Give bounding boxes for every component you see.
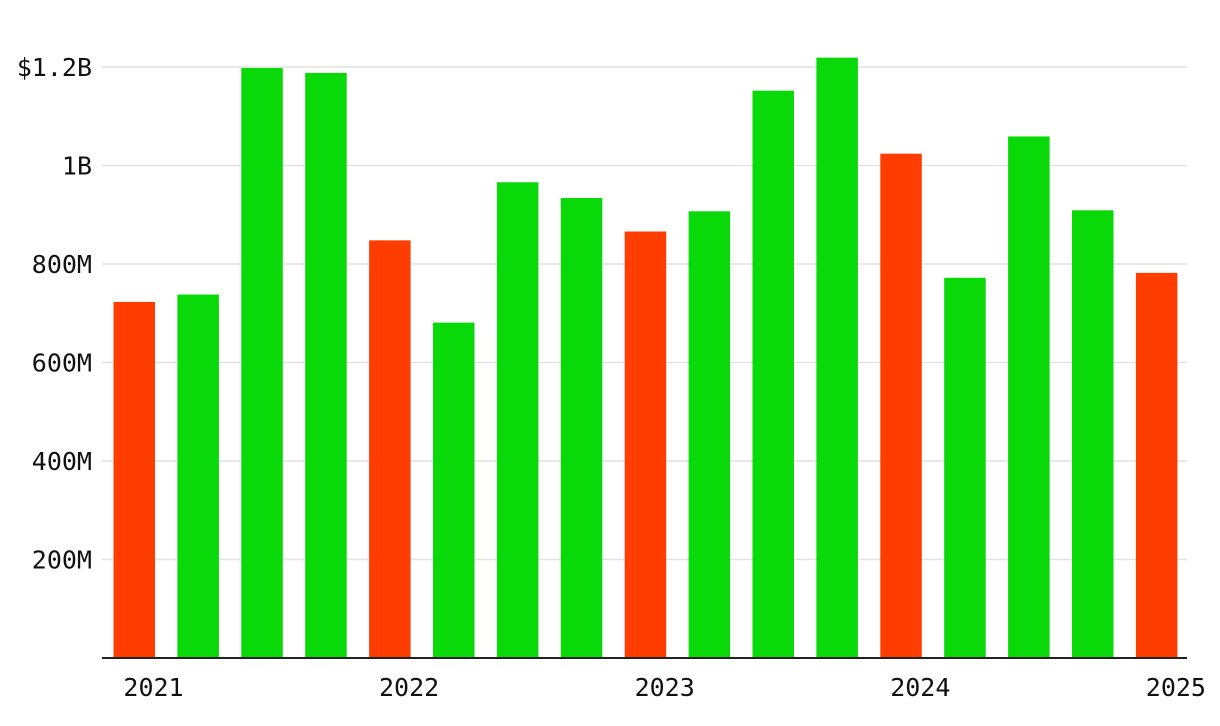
y-tick-label: 400M bbox=[32, 447, 92, 476]
x-tick-label: 2024 bbox=[890, 673, 950, 702]
bar-down bbox=[369, 240, 411, 659]
axes: 200M 400M 600M 800M 1B $1.2B 2021 2022 2023 2024 2… bbox=[17, 53, 1206, 702]
bar-up bbox=[816, 57, 858, 658]
bar-up bbox=[433, 322, 475, 658]
y-tick-label: 1B bbox=[62, 152, 92, 181]
bar-up bbox=[241, 67, 283, 659]
bar-up bbox=[752, 90, 794, 658]
x-tick-label: 2022 bbox=[379, 673, 439, 702]
bars bbox=[113, 57, 1178, 659]
bar-down bbox=[624, 231, 667, 658]
y-tick-label: 200M bbox=[32, 546, 92, 575]
bar-up bbox=[560, 198, 603, 658]
y-tick-label: 800M bbox=[32, 250, 92, 279]
bar-down bbox=[880, 153, 922, 658]
x-tick-label: 2025 bbox=[1146, 673, 1206, 702]
y-tick-label: $1.2B bbox=[17, 53, 92, 82]
bar-down bbox=[1135, 272, 1178, 658]
bar-up bbox=[1008, 136, 1050, 658]
bar-up bbox=[1072, 210, 1114, 658]
bar-up bbox=[177, 294, 219, 658]
x-tick-label: 2023 bbox=[635, 673, 695, 702]
y-tick-label: 600M bbox=[32, 349, 92, 378]
x-tick-label: 2021 bbox=[123, 673, 183, 702]
bar-up bbox=[305, 72, 347, 658]
bar-up bbox=[688, 211, 731, 659]
bar-up bbox=[496, 182, 539, 658]
bar-down bbox=[113, 301, 155, 658]
bar-up bbox=[944, 277, 986, 658]
